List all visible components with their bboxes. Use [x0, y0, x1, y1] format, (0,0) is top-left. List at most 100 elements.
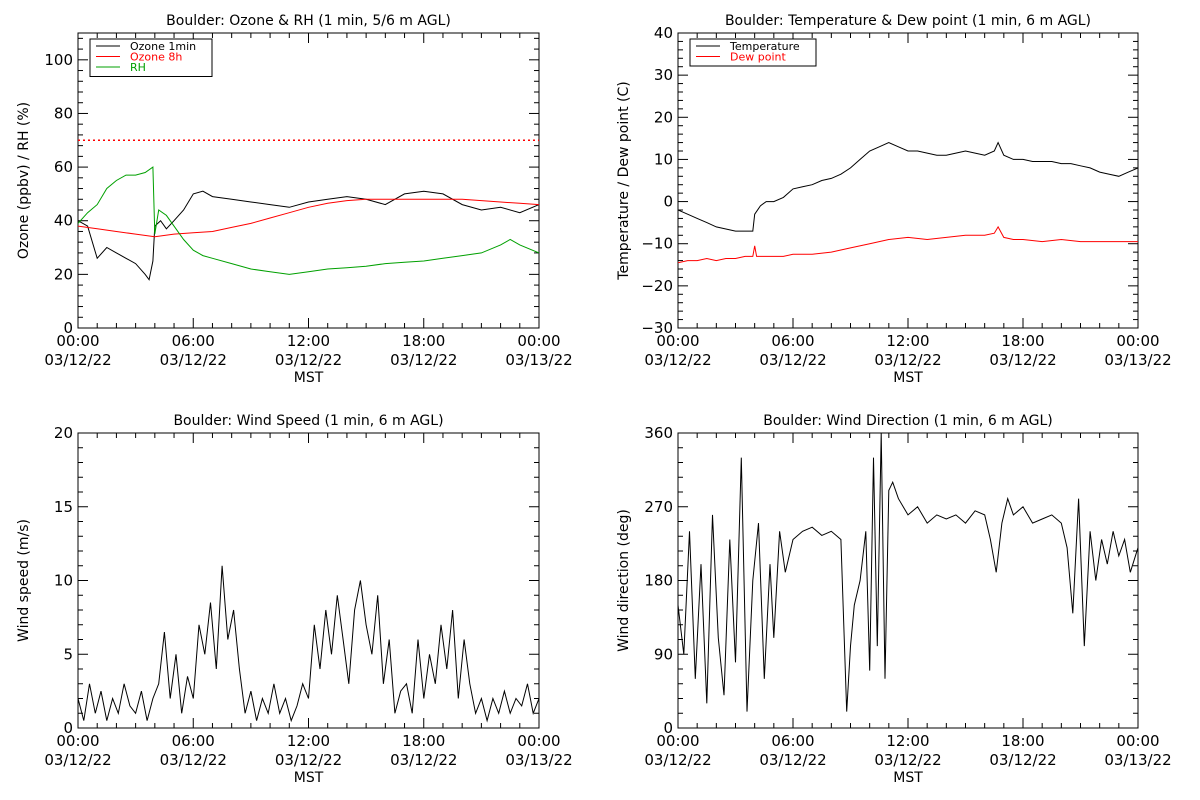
series-line-ozone-1min	[78, 190, 539, 281]
x-tick-date: 03/12/22	[390, 751, 457, 769]
series-line-0	[678, 433, 1138, 712]
y-tick-label: 360	[644, 424, 673, 442]
x-tick-date: 03/12/22	[874, 751, 941, 769]
x-tick-date: 03/12/22	[275, 351, 342, 369]
y-tick-label: 0	[663, 719, 673, 737]
x-tick-time: 00:00	[517, 732, 560, 750]
legend-label: Dew point	[730, 51, 786, 64]
y-tick-label: 60	[54, 158, 73, 176]
y-tick-label: 10	[54, 572, 73, 590]
x-tick-time: 00:00	[517, 332, 560, 350]
x-tick-date: 03/12/22	[44, 751, 111, 769]
x-tick-date: 03/12/22	[644, 351, 711, 369]
x-tick-time: 18:00	[1001, 732, 1044, 750]
series-line-0	[78, 565, 539, 723]
series-line-rh	[78, 166, 539, 275]
legend-label: RH	[130, 61, 146, 74]
x-tick-time: 12:00	[287, 332, 330, 350]
y-tick-label: 100	[44, 51, 73, 69]
y-tick-label: 0	[63, 319, 73, 337]
y-tick-label: 10	[654, 150, 673, 168]
plot-frame	[77, 32, 540, 329]
x-axis-label: MST	[893, 370, 923, 386]
y-tick-label: 20	[654, 108, 673, 126]
x-tick-date: 03/13/22	[1104, 751, 1171, 769]
y-axis-label: Ozone (ppbv) / RH (%)	[16, 102, 32, 259]
x-tick-time: 00:00	[656, 732, 699, 750]
x-tick-time: 00:00	[56, 732, 99, 750]
plot-frame	[677, 432, 1139, 729]
x-tick-date: 03/12/22	[644, 751, 711, 769]
y-tick-label: 20	[54, 265, 73, 283]
x-axis-label: MST	[294, 770, 324, 786]
x-tick-date: 03/12/22	[874, 351, 941, 369]
y-tick-label: 40	[54, 212, 73, 230]
x-tick-date: 03/12/22	[759, 351, 826, 369]
series-line-temperature	[678, 141, 1138, 232]
legend-box	[89, 38, 213, 77]
x-axis-label: MST	[893, 770, 923, 786]
y-tick-label: −30	[641, 319, 673, 337]
legend-box	[689, 38, 817, 67]
y-tick-label: 40	[654, 24, 673, 42]
x-tick-date: 03/12/22	[759, 751, 826, 769]
series-line-ozone-8h	[78, 198, 539, 238]
y-tick-label: 0	[63, 719, 73, 737]
x-tick-time: 06:00	[172, 332, 215, 350]
x-tick-date: 03/12/22	[275, 751, 342, 769]
legend-label: Temperature	[729, 40, 800, 53]
y-tick-label: 5	[63, 645, 73, 663]
x-tick-date: 03/12/22	[160, 751, 227, 769]
y-tick-label: 90	[654, 645, 673, 663]
y-tick-label: −20	[641, 277, 673, 295]
y-tick-label: 80	[54, 104, 73, 122]
x-tick-time: 00:00	[56, 332, 99, 350]
chart-panel-0: Boulder: Ozone & RH (1 min, 5/6 m AGL) 0 2…	[16, 13, 573, 386]
y-tick-label: 20	[54, 424, 73, 442]
x-tick-date: 03/12/22	[989, 351, 1056, 369]
y-axis-label: Wind direction (deg)	[616, 509, 632, 652]
x-tick-time: 06:00	[771, 332, 814, 350]
legend-label: Ozone 1min	[130, 40, 196, 53]
x-tick-date: 03/13/22	[505, 751, 572, 769]
x-axis-label: MST	[294, 370, 324, 386]
chart-title: Boulder: Ozone & RH (1 min, 5/6 m AGL)	[166, 13, 451, 29]
x-tick-date: 03/12/22	[390, 351, 457, 369]
plot-frame	[677, 32, 1139, 329]
y-axis-label: Temperature / Dew point (C)	[616, 81, 632, 280]
y-tick-label: −10	[641, 235, 673, 253]
x-tick-time: 18:00	[402, 732, 445, 750]
x-tick-date: 03/13/22	[1104, 351, 1171, 369]
x-tick-time: 18:00	[402, 332, 445, 350]
chart-panel-1: Boulder: Temperature & Dew point (1 min,…	[616, 13, 1172, 386]
y-tick-label: 30	[654, 66, 673, 84]
chart-title: Boulder: Wind Speed (1 min, 6 m AGL)	[173, 413, 443, 429]
y-tick-label: 0	[663, 193, 673, 211]
x-tick-date: 03/12/22	[989, 751, 1056, 769]
series-line-dew-point	[678, 225, 1138, 264]
legend-label: Ozone 8h	[130, 51, 182, 64]
x-tick-time: 06:00	[771, 732, 814, 750]
y-tick-label: 15	[54, 498, 73, 516]
x-tick-date: 03/12/22	[160, 351, 227, 369]
x-tick-time: 12:00	[287, 732, 330, 750]
x-tick-date: 03/12/22	[44, 351, 111, 369]
chart-title: Boulder: Wind Direction (1 min, 6 m AGL)	[763, 413, 1052, 429]
chart-title: Boulder: Temperature & Dew point (1 min,…	[725, 13, 1091, 29]
x-tick-time: 00:00	[656, 332, 699, 350]
y-tick-label: 180	[644, 572, 673, 590]
y-tick-label: 270	[644, 498, 673, 516]
chart-panel-3: Boulder: Wind Direction (1 min, 6 m AGL)…	[616, 413, 1172, 786]
x-tick-time: 00:00	[1116, 732, 1159, 750]
x-tick-time: 18:00	[1001, 332, 1044, 350]
x-tick-time: 06:00	[172, 732, 215, 750]
x-tick-time: 12:00	[886, 732, 929, 750]
x-tick-time: 00:00	[1116, 332, 1159, 350]
chart-panel-2: Boulder: Wind Speed (1 min, 6 m AGL) 0 5 10…	[16, 413, 573, 786]
x-tick-date: 03/13/22	[505, 351, 572, 369]
x-tick-time: 12:00	[886, 332, 929, 350]
